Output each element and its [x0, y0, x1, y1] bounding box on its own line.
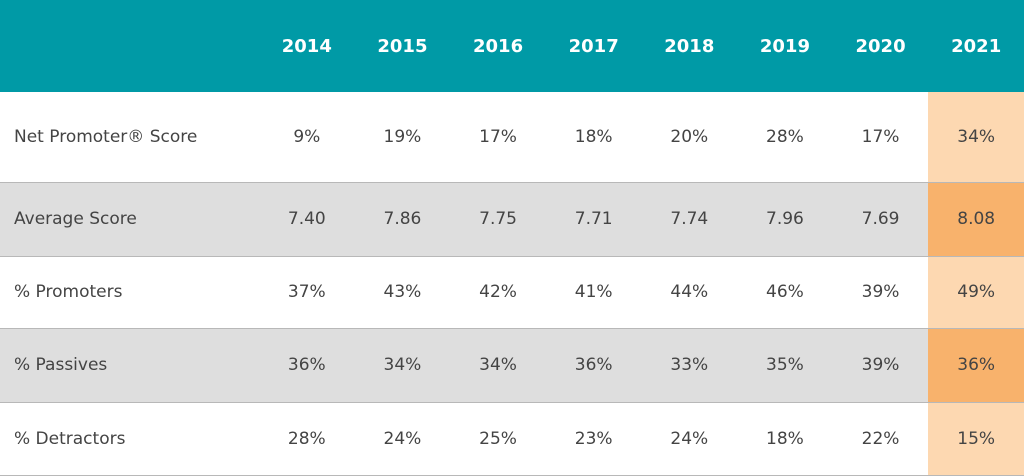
cell-value: 34%	[928, 92, 1024, 183]
cell-value: 7.40	[259, 182, 355, 257]
cell-value: 20%	[641, 92, 738, 183]
year-header: 2017	[545, 0, 642, 92]
year-header: 2020	[832, 0, 929, 92]
cell-value: 33%	[641, 328, 738, 403]
cell-value: 7.96	[737, 182, 833, 257]
cell-value: 17%	[832, 92, 929, 183]
table-row: Average Score 7.40 7.86 7.75 7.71 7.74 7.96 7.6…	[0, 182, 1024, 257]
cell-value: 39%	[832, 256, 929, 329]
row-label: Average Score	[0, 182, 259, 257]
cell-value: 7.74	[641, 182, 738, 257]
cell-value: 34%	[450, 328, 546, 403]
cell-value: 43%	[354, 256, 451, 329]
cell-value: 24%	[354, 402, 451, 476]
cell-value: 7.86	[354, 182, 451, 257]
table-row: % Passives 36% 34% 34% 36% 33% 35% 39% 36%	[0, 328, 1024, 403]
cell-value: 7.75	[450, 182, 546, 257]
year-header: 2015	[354, 0, 451, 92]
cell-value: 15%	[928, 402, 1024, 476]
cell-value: 24%	[641, 402, 738, 476]
cell-value: 36%	[928, 328, 1024, 403]
cell-value: 28%	[737, 92, 833, 183]
cell-value: 42%	[450, 256, 546, 329]
row-label: % Detractors	[0, 402, 259, 476]
year-header: 2019	[737, 0, 833, 92]
year-header: 2016	[450, 0, 546, 92]
year-header: 2018	[641, 0, 738, 92]
cell-value: 7.71	[545, 182, 642, 257]
cell-value: 35%	[737, 328, 833, 403]
cell-value: 17%	[450, 92, 546, 183]
cell-value: 22%	[832, 402, 929, 476]
cell-value: 49%	[928, 256, 1024, 329]
cell-value: 25%	[450, 402, 546, 476]
cell-value: 9%	[259, 92, 355, 183]
cell-value: 19%	[354, 92, 451, 183]
header-row: 2014 2015 2016 2017 2018 2019 2020 2021	[0, 0, 1024, 92]
year-header: 2014	[259, 0, 355, 92]
cell-value: 18%	[737, 402, 833, 476]
cell-value: 44%	[641, 256, 738, 329]
row-label: % Passives	[0, 328, 259, 403]
table-row: Net Promoter® Score 9% 19% 17% 18% 20% 28% 17% 3…	[0, 92, 1024, 183]
year-header: 2021	[928, 0, 1024, 92]
cell-value: 39%	[832, 328, 929, 403]
cell-value: 28%	[259, 402, 355, 476]
row-label: % Promoters	[0, 256, 259, 329]
cell-value: 7.69	[832, 182, 929, 257]
cell-value: 36%	[259, 328, 355, 403]
cell-value: 46%	[737, 256, 833, 329]
table-row: % Detractors 28% 24% 25% 23% 24% 18% 22% 15%	[0, 402, 1024, 476]
table-row: % Promoters 37% 43% 42% 41% 44% 46% 39% 49%	[0, 256, 1024, 329]
row-label: Net Promoter® Score	[0, 92, 259, 183]
cell-value: 37%	[259, 256, 355, 329]
cell-value: 34%	[354, 328, 451, 403]
cell-value: 41%	[545, 256, 642, 329]
cell-value: 18%	[545, 92, 642, 183]
cell-value: 36%	[545, 328, 642, 403]
cell-value: 8.08	[928, 182, 1024, 257]
cell-value: 23%	[545, 402, 642, 476]
header-corner	[0, 0, 259, 92]
